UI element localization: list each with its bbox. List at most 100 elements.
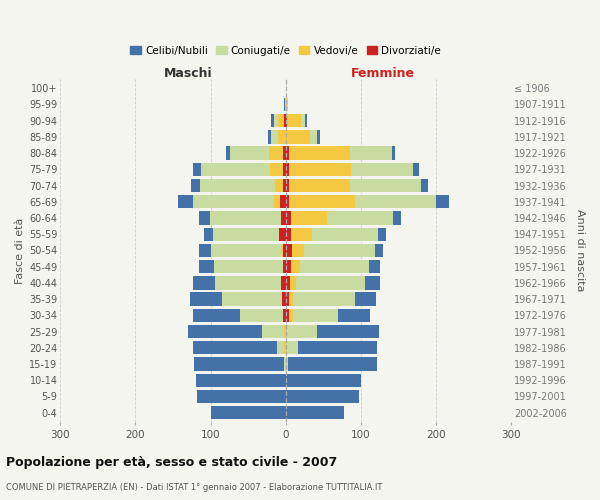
Bar [421, 179, 428, 192]
Bar [365, 276, 380, 289]
Bar [283, 179, 286, 192]
Bar [317, 325, 379, 338]
Bar [286, 260, 291, 274]
Bar [392, 146, 395, 160]
Bar [283, 260, 286, 274]
Bar [286, 212, 291, 224]
Bar [355, 195, 436, 208]
Bar [305, 114, 307, 128]
Bar [226, 146, 230, 160]
Bar [286, 98, 287, 111]
Bar [214, 260, 283, 274]
Bar [271, 114, 274, 128]
Text: Maschi: Maschi [164, 67, 212, 80]
Bar [270, 162, 283, 176]
Y-axis label: Anni di nascita: Anni di nascita [575, 209, 585, 292]
Bar [296, 276, 365, 289]
Bar [188, 325, 262, 338]
Bar [298, 341, 377, 354]
Bar [194, 358, 284, 370]
Bar [269, 146, 283, 160]
Bar [210, 212, 281, 224]
Text: COMUNE DI PIETRAPERZIA (EN) - Dati ISTAT 1° gennaio 2007 - Elaborazione TUTTITAL: COMUNE DI PIETRAPERZIA (EN) - Dati ISTAT… [6, 483, 382, 492]
Bar [292, 244, 304, 257]
Bar [289, 195, 355, 208]
Y-axis label: Fasce di età: Fasce di età [15, 217, 25, 284]
Bar [274, 195, 280, 208]
Bar [300, 260, 369, 274]
Bar [199, 244, 211, 257]
Bar [196, 374, 286, 387]
Bar [178, 195, 193, 208]
Bar [293, 308, 338, 322]
Bar [278, 114, 284, 128]
Bar [350, 146, 392, 160]
Bar [338, 308, 370, 322]
Bar [327, 212, 393, 224]
Bar [293, 292, 355, 306]
Bar [215, 276, 281, 289]
Bar [286, 358, 288, 370]
Bar [284, 98, 285, 111]
Bar [282, 292, 286, 306]
Bar [286, 406, 344, 419]
Bar [287, 114, 301, 128]
Bar [286, 308, 289, 322]
Bar [193, 341, 277, 354]
Bar [289, 292, 293, 306]
Bar [199, 260, 214, 274]
Bar [283, 162, 286, 176]
Bar [211, 406, 286, 419]
Bar [193, 276, 215, 289]
Bar [274, 114, 278, 128]
Bar [284, 114, 286, 128]
Bar [289, 179, 350, 192]
Bar [284, 341, 286, 354]
Bar [369, 260, 380, 274]
Bar [286, 179, 289, 192]
Bar [262, 325, 284, 338]
Bar [271, 130, 278, 143]
Bar [301, 114, 305, 128]
Bar [286, 276, 290, 289]
Bar [286, 374, 361, 387]
Bar [222, 292, 282, 306]
Bar [312, 228, 378, 241]
Bar [286, 114, 287, 128]
Bar [213, 228, 279, 241]
Bar [286, 162, 289, 176]
Bar [317, 130, 320, 143]
Bar [287, 98, 288, 111]
Bar [290, 276, 296, 289]
Bar [286, 130, 310, 143]
Bar [350, 179, 421, 192]
Bar [288, 358, 377, 370]
Bar [285, 98, 286, 111]
Bar [286, 325, 317, 338]
Bar [240, 308, 283, 322]
Bar [193, 195, 274, 208]
Bar [283, 244, 286, 257]
Bar [291, 260, 300, 274]
Bar [199, 212, 210, 224]
Bar [436, 195, 449, 208]
Bar [286, 292, 289, 306]
Bar [286, 244, 292, 257]
Text: Femmine: Femmine [352, 67, 415, 80]
Bar [204, 228, 213, 241]
Bar [291, 212, 327, 224]
Bar [281, 276, 286, 289]
Bar [393, 212, 401, 224]
Bar [190, 292, 222, 306]
Bar [351, 162, 413, 176]
Bar [193, 308, 240, 322]
Bar [378, 228, 386, 241]
Text: Popolazione per età, sesso e stato civile - 2007: Popolazione per età, sesso e stato civil… [6, 456, 337, 469]
Bar [286, 390, 359, 403]
Bar [284, 325, 286, 338]
Bar [286, 228, 291, 241]
Bar [286, 195, 289, 208]
Bar [230, 146, 269, 160]
Bar [191, 179, 200, 192]
Bar [286, 146, 289, 160]
